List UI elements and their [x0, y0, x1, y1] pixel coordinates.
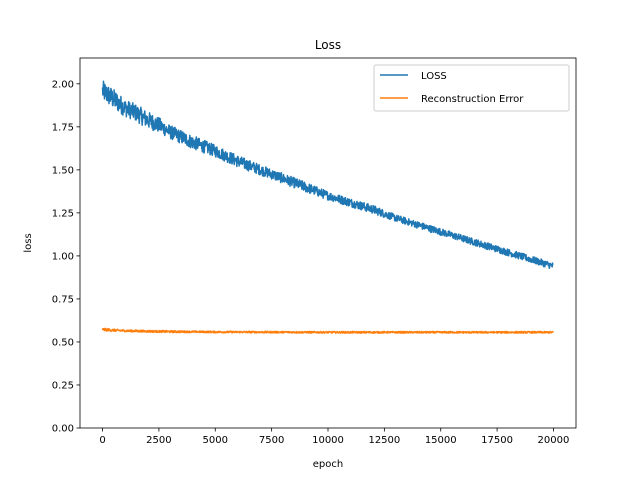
legend-label-loss: LOSS [421, 71, 447, 82]
y-tick-label: 1.50 [52, 165, 74, 176]
x-tick-label: 15000 [425, 435, 457, 446]
x-tick-label: 20000 [538, 435, 570, 446]
y-tick-label: 1.75 [52, 122, 74, 133]
y-tick-label: 0.00 [52, 424, 74, 435]
y-tick-label: 1.00 [52, 251, 74, 262]
x-tick-label: 5000 [203, 435, 228, 446]
y-axis-label: loss [23, 233, 34, 252]
series-line-reconstruction-error [101, 327, 554, 334]
y-tick-label: 0.25 [52, 380, 74, 391]
y-tick-label: 2.00 [52, 79, 74, 90]
x-tick-label: 2500 [146, 435, 171, 446]
y-axis: 0.00 0.25 0.50 0.75 1.00 1.25 1.50 1.75 2.00 [52, 79, 80, 435]
y-tick-label: 0.50 [52, 337, 74, 348]
x-axis-label: epoch [313, 459, 343, 470]
legend-box [373, 64, 570, 112]
x-tick-label: 17500 [481, 435, 513, 446]
x-tick-label: 12500 [368, 435, 400, 446]
x-tick-label: 7500 [259, 435, 284, 446]
x-tick-label: 0 [99, 435, 105, 446]
legend: LOSS Reconstruction Error [373, 64, 570, 112]
x-axis: 0 2500 5000 7500 10000 12500 15000 17500 20000 [99, 428, 569, 446]
series-line-loss [101, 80, 554, 270]
y-tick-label: 0.75 [52, 294, 74, 305]
axes-frame [79, 57, 577, 429]
chart-title: Loss [315, 38, 341, 52]
legend-label-reconstruction-error: Reconstruction Error [421, 94, 524, 105]
plot-area [101, 80, 554, 334]
x-tick-label: 10000 [312, 435, 344, 446]
y-tick-label: 1.25 [52, 208, 74, 219]
